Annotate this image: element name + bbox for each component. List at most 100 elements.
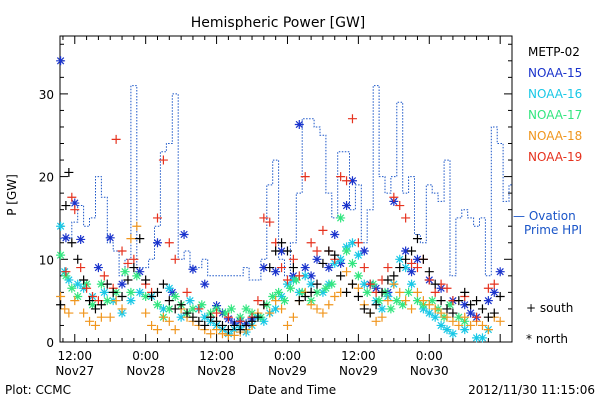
data-point-south [306, 238, 316, 248]
x-tick-time-label: 0:00 [274, 349, 301, 363]
data-point-south [282, 246, 292, 256]
data-point-south [389, 271, 399, 281]
data-point-north [277, 292, 287, 302]
data-point-north [164, 304, 174, 314]
data-point-north [353, 250, 363, 260]
data-point-south [277, 304, 287, 314]
data-point-south [407, 304, 417, 314]
data-point-south [460, 287, 470, 297]
data-point-south [158, 279, 168, 289]
data-point-south [412, 234, 422, 244]
data-point-south [67, 238, 77, 248]
x-tick-time-label: 12:00 [57, 349, 92, 363]
data-point-south [330, 250, 340, 260]
data-point-north [271, 267, 281, 277]
data-point-south [342, 287, 352, 297]
data-point-south [182, 308, 192, 318]
data-point-north [442, 325, 452, 335]
data-point-south [147, 292, 157, 302]
data-point-south [82, 283, 92, 293]
data-point-south [117, 304, 127, 314]
data-point-south [64, 167, 74, 177]
data-point-north [395, 254, 405, 264]
data-point-south [117, 246, 127, 256]
data-point-south [430, 304, 440, 314]
data-point-south [312, 304, 322, 314]
x-tick-date-label: Nov28 [197, 364, 236, 378]
data-point-south [483, 312, 493, 322]
data-point-south [371, 300, 381, 310]
data-point-north [472, 333, 482, 343]
y-tick-label: 30 [39, 88, 54, 102]
data-point-south [123, 258, 133, 268]
x-tick-date-label: Nov29 [268, 364, 307, 378]
data-point-south [401, 213, 411, 223]
data-point-south [353, 292, 363, 302]
data-point-north [105, 233, 115, 243]
data-point-south [56, 292, 66, 302]
data-point-south [336, 271, 346, 281]
data-point-south [418, 296, 428, 306]
data-point-north [347, 238, 357, 248]
data-point-north [226, 304, 236, 314]
data-point-south [353, 238, 363, 248]
data-point-south [223, 325, 233, 335]
data-point-south [424, 275, 434, 285]
data-point-north [392, 296, 402, 306]
data-point-north [448, 329, 458, 339]
data-point-north [67, 283, 77, 293]
satellite-scatter-points [56, 56, 505, 343]
data-point-north [321, 283, 331, 293]
data-point-south [330, 292, 340, 302]
x-tick-date-label: Nov30 [410, 364, 449, 378]
x-tick-date-label: Nov29 [339, 364, 378, 378]
data-point-north [424, 308, 434, 318]
data-point-north [126, 287, 136, 297]
data-point-north [336, 254, 346, 264]
data-point-north [336, 213, 346, 223]
y-axis-ticks: 0 10 20 30 [39, 43, 512, 350]
data-point-north [176, 312, 186, 322]
data-point-south [123, 275, 133, 285]
data-point-north [158, 304, 168, 314]
data-point-north [460, 300, 470, 310]
data-point-north [152, 238, 162, 248]
legend-entry: NOAA-18 [528, 129, 582, 143]
data-point-north [477, 333, 487, 343]
data-point-north [259, 263, 269, 273]
data-point-south [265, 308, 275, 318]
data-point-south [111, 296, 121, 306]
data-point-south [442, 283, 452, 293]
data-point-south [418, 254, 428, 264]
data-point-south [229, 320, 239, 330]
data-point-south [288, 254, 298, 264]
data-point-south [164, 316, 174, 326]
data-point-north [427, 296, 437, 306]
data-point-south [126, 234, 136, 244]
data-point-north [489, 287, 499, 297]
data-point-north [241, 304, 251, 314]
data-point-north [56, 56, 66, 66]
data-point-north [76, 234, 86, 244]
data-point-north [220, 308, 230, 318]
data-point-north [401, 263, 411, 273]
data-point-south [412, 287, 422, 297]
data-point-south [336, 172, 346, 182]
data-point-south [424, 300, 434, 310]
data-point-south [194, 316, 204, 326]
data-point-north [454, 312, 464, 322]
data-point-south [347, 114, 357, 124]
data-point-south [383, 263, 393, 273]
data-point-south [217, 320, 227, 330]
data-point-north [330, 229, 340, 239]
data-point-south [407, 246, 417, 256]
data-point-south [353, 283, 363, 293]
legend-ovation-label-2: Prime HPI [524, 223, 582, 237]
data-point-south [90, 320, 100, 330]
data-point-north [170, 292, 180, 302]
data-point-north [353, 271, 363, 281]
data-point-south [483, 325, 493, 335]
legend-entry: NOAA-16 [528, 87, 582, 101]
data-point-south [85, 296, 95, 306]
data-point-north [398, 300, 408, 310]
